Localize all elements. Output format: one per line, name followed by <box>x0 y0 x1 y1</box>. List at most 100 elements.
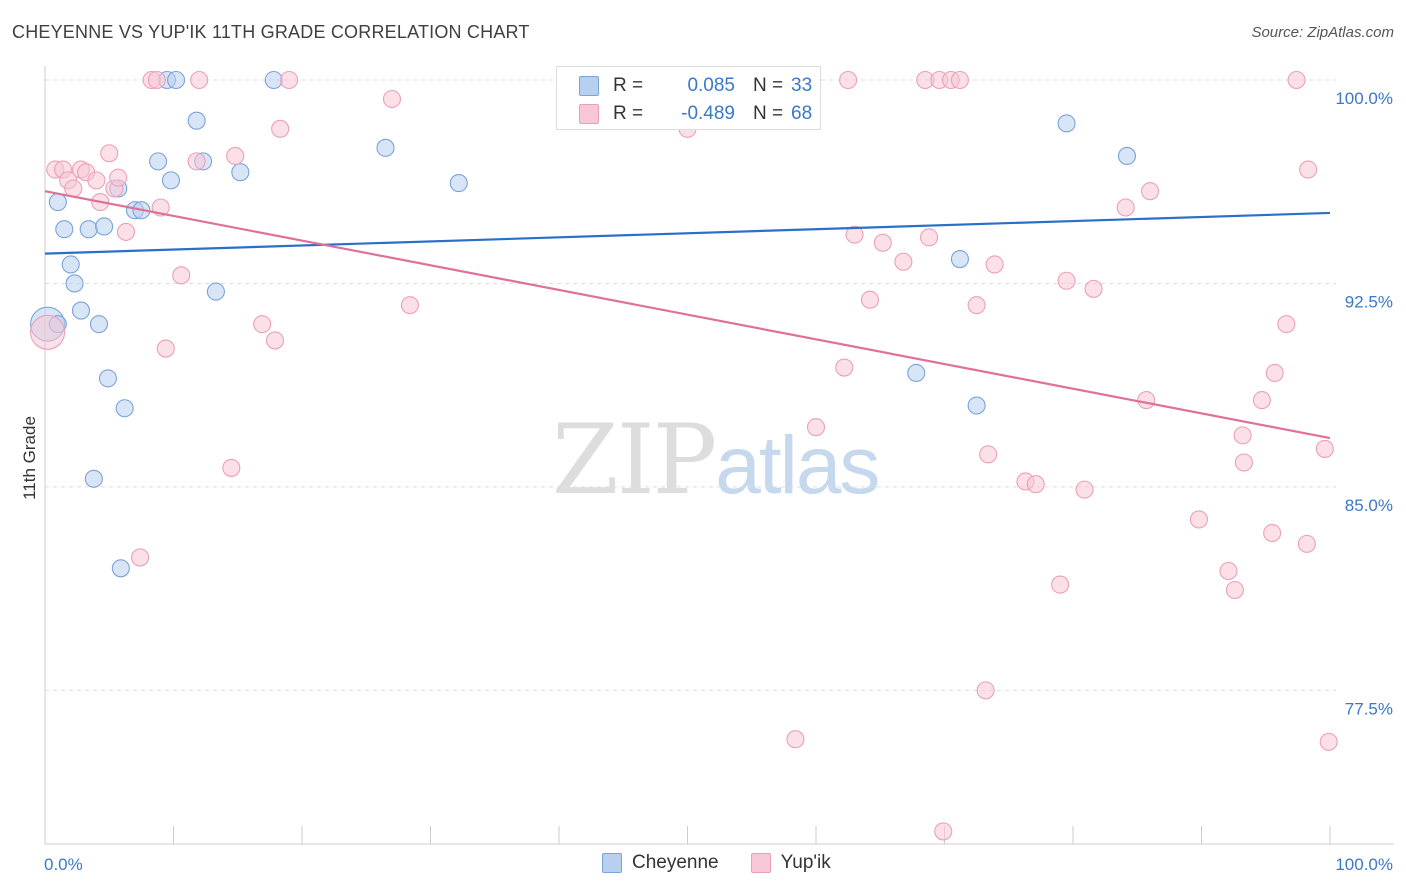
yupik-point <box>1141 182 1160 201</box>
yupik-point <box>835 358 854 377</box>
yupik-point <box>1287 70 1306 90</box>
y-axis-label: 11th Grade <box>20 416 39 500</box>
legend-row-cheyenne: R = 0.085 N = 33 <box>579 71 812 101</box>
r-label: R = <box>613 75 644 96</box>
n-value: 33 <box>791 75 813 96</box>
yupik-point <box>1189 510 1208 529</box>
yupik-point <box>1084 279 1103 298</box>
cheyenne-point <box>187 111 206 130</box>
yupik-point <box>190 70 209 90</box>
yupik-point <box>1026 475 1045 494</box>
watermark-atlas: atlas <box>715 420 880 511</box>
yupik-point <box>845 225 864 244</box>
yupik-point <box>1297 534 1316 553</box>
cheyenne-point <box>264 70 283 90</box>
yupik-point <box>976 681 995 700</box>
cheyenne-points <box>30 70 1137 578</box>
yupik-point <box>172 266 191 285</box>
yupik-point <box>280 70 299 90</box>
cheyenne-point <box>79 220 98 239</box>
yupik-point <box>147 70 166 90</box>
yupik-point <box>786 730 805 749</box>
yupik-point <box>1116 198 1135 217</box>
yupik-point <box>1225 580 1244 600</box>
series-legend: Cheyenne Yup'ik <box>602 852 863 874</box>
yupik-point <box>860 290 880 309</box>
yupik-point <box>967 296 986 315</box>
cheyenne-point <box>48 193 67 212</box>
cheyenne-point <box>167 70 186 90</box>
yupik-point <box>894 252 913 271</box>
yupik-point <box>116 222 136 241</box>
yupik-point <box>1219 561 1238 581</box>
cheyenne-swatch <box>602 853 622 873</box>
tick-labels: 77.5% 85.0% 92.5% 100.0% 0.0% 100.0% <box>44 89 1393 874</box>
yupik-point <box>934 822 953 841</box>
n-label: N = <box>753 75 784 96</box>
cheyenne-point <box>1057 114 1076 133</box>
grid-lines <box>45 79 1336 691</box>
watermark: ZIPatlas <box>552 404 880 516</box>
r-value: -0.489 <box>681 103 735 124</box>
cheyenne-point <box>449 174 468 193</box>
yupik-point <box>253 315 272 334</box>
yupik-point <box>873 233 892 252</box>
axes <box>44 66 1394 845</box>
yupik-point <box>30 314 66 350</box>
cheyenne-point <box>206 282 225 301</box>
y-tick-label: 100.0% <box>1335 89 1393 108</box>
chart-title: CHEYENNE VS YUP'IK 11TH GRADE CORRELATIO… <box>12 22 530 42</box>
cheyenne-point <box>61 255 80 274</box>
cheyenne-point <box>95 217 114 236</box>
cheyenne-point <box>55 220 74 239</box>
yupik-point <box>806 418 826 437</box>
yupik-point <box>100 144 119 163</box>
yupik-point <box>1057 271 1076 290</box>
yupik-point <box>222 458 241 477</box>
yupik-point <box>1263 523 1282 543</box>
legend-label-cheyenne: Cheyenne <box>632 852 719 873</box>
cheyenne-point <box>161 171 180 190</box>
yupik-point <box>1234 453 1253 472</box>
yupik-point <box>271 119 290 138</box>
yupik-point <box>265 331 285 350</box>
r-value: 0.085 <box>687 75 735 96</box>
yupik-point <box>109 168 128 187</box>
n-label: N = <box>753 103 784 124</box>
cheyenne-point <box>89 315 109 334</box>
cheyenne-point <box>115 399 134 418</box>
yupik-point <box>400 296 419 315</box>
x-tick-label: 0.0% <box>44 855 83 874</box>
cheyenne-trend-line <box>44 211 1331 255</box>
cheyenne-point <box>65 274 84 293</box>
cheyenne-point <box>376 138 395 157</box>
cheyenne-point <box>907 363 926 383</box>
cheyenne-point <box>71 301 91 320</box>
yupik-point <box>87 171 106 190</box>
yupik-trend-line <box>44 190 1331 440</box>
cheyenne-point <box>149 152 168 171</box>
yupik-swatch <box>579 104 599 124</box>
r-label: R = <box>613 103 644 124</box>
stats-legend: R = 0.085 N = 33 R = -0.489 N = 68 <box>556 66 821 130</box>
yupik-point <box>1277 315 1296 334</box>
cheyenne-point <box>950 249 969 269</box>
yupik-point <box>985 255 1004 274</box>
yupik-point <box>156 339 175 358</box>
x-tick-label: 100.0% <box>1335 855 1393 874</box>
yupik-point <box>382 89 402 109</box>
yupik-point <box>1252 391 1271 410</box>
n-value: 68 <box>791 103 813 124</box>
yupik-point <box>950 70 969 90</box>
legend-item-yupik: Yup'ik <box>750 852 831 874</box>
yupik-point <box>187 152 206 171</box>
cheyenne-point <box>98 369 118 388</box>
legend-item-cheyenne: Cheyenne <box>602 852 719 874</box>
source-note: Source: ZipAtlas.com <box>1251 24 1394 41</box>
cheyenne-point <box>231 163 250 182</box>
yupik-point <box>1319 732 1338 751</box>
cheyenne-swatch <box>579 76 599 96</box>
yupik-point <box>1051 575 1070 594</box>
yupik-point <box>1299 160 1318 179</box>
